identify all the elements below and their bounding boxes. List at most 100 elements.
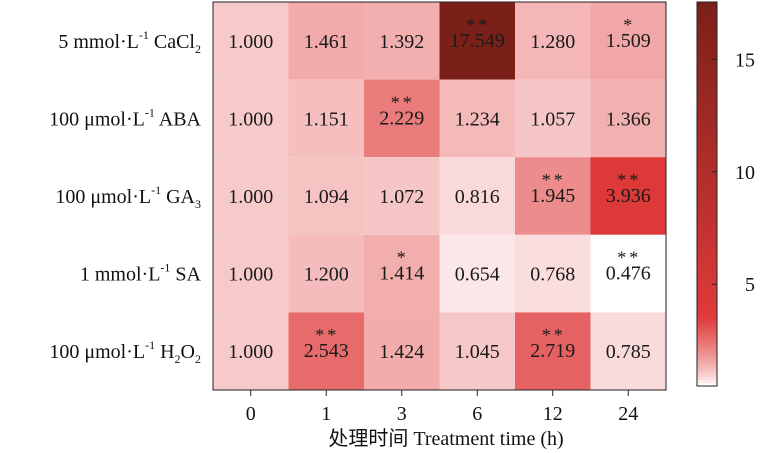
heatmap-cells: 1.000 1.461 1.392 17.549**1.280 1.509*1.000 1… [212,1,667,391]
colorbar-segment [697,91,717,96]
colorbar-segment [697,222,717,227]
plot-frame [212,1,667,391]
colorbar-segment [697,165,717,169]
colorbar-segment [697,226,717,230]
colorbar-segment [697,98,717,102]
colorbar-segment [697,114,717,118]
colorbar-segment [697,174,717,179]
cell-value-label: 1.000 [228,186,273,208]
heatmap-cell [364,234,440,313]
colorbar-segment [697,341,717,345]
colorbar-segment [697,254,717,259]
colorbar-segment [697,94,717,99]
colorbar-segment [697,357,717,361]
colorbar-segment [697,130,717,134]
colorbar-segment [697,120,717,125]
colorbar-segment [697,152,717,157]
cell-value-label: 1.392 [379,31,424,53]
colorbar-segment [697,168,717,173]
heatmap-cell [364,2,440,80]
colorbar-segment [697,8,717,13]
heatmap-cell [590,79,666,158]
colorbar-segment [697,117,717,121]
colorbar-segment [697,306,717,310]
colorbar-segment [697,136,717,141]
colorbar-segment [697,270,717,275]
cell-value-label: 0.654 [455,264,500,286]
cell-value-label: 1.057 [530,108,575,130]
cell-value-label: 0.476 [606,263,651,285]
cell-value-label: 1.234 [455,108,500,130]
significance-marker: ** [617,170,641,190]
cell-value-label: 0.785 [606,341,651,363]
cell-value-label: 1.509 [606,30,651,52]
cell-value-label: 1.000 [228,341,273,363]
colorbar-segment [697,248,717,253]
colorbar-segment [697,229,717,233]
colorbar-segment [697,286,717,291]
colorbar-segment [697,59,717,64]
colorbar-segment [697,328,717,333]
colorbar-segment [697,251,717,256]
significance-marker: * [623,15,635,35]
heatmap-cell [439,79,515,158]
colorbar-segment [697,267,717,272]
colorbar-segment [697,142,717,147]
colorbar-segment [697,21,717,25]
colorbar-segment [697,194,717,198]
colorbar-segment [697,350,717,355]
colorbar-segment [697,178,717,182]
heatmap-cell [515,2,591,80]
colorbar-segment [697,347,717,352]
heatmap-cell [515,234,591,313]
colorbar-segment [697,187,717,192]
cell-value-label: 1.151 [304,108,349,130]
colorbar-segment [697,370,717,374]
significance-marker: ** [391,92,415,112]
cell-value-label: 1.414 [379,263,424,285]
colorbar-segment [697,206,717,211]
x-axis-ticks: 0 1 3 6 12 24 [246,390,638,425]
colorbar-segment [697,382,717,387]
colorbar-segment [697,5,717,9]
colorbar-segment [697,162,717,166]
heatmap-cell [364,157,440,235]
colorbar-segment [697,238,717,243]
x-tick-label: 24 [618,403,638,425]
colorbar-segment [697,366,717,371]
colorbar-segment [697,309,717,313]
colorbar-segment [697,280,717,285]
cell-value-label: 1.072 [379,186,424,208]
colorbar-segment [697,101,717,105]
colorbar-segment [697,261,717,265]
cell-value-label: 1.000 [228,264,273,286]
heatmap-cell [213,234,289,313]
heatmap-cell [213,312,289,390]
colorbar-segment [697,126,717,131]
cell-value-label: 17.549 [450,30,505,52]
x-tick-label: 3 [397,403,407,425]
colorbar-segment [697,235,717,240]
heatmap-cell [288,234,364,313]
colorbar-tick-label: 5 [745,274,755,296]
colorbar-segment [697,373,717,377]
colorbar-segment [697,18,717,22]
colorbar-segment [697,360,717,365]
colorbar-segment [697,299,717,304]
colorbar-segment [697,363,717,368]
colorbar-segment [697,30,717,35]
colorbar-segment [697,37,717,41]
colorbar-segment [697,331,717,336]
heatmap-cell [213,79,289,158]
heatmap-cell [515,157,591,235]
colorbar-segment [697,171,717,176]
colorbar-segment [697,62,717,67]
colorbar-segment [697,133,717,137]
colorbar-segment [697,34,717,38]
colorbar-segment [697,11,717,16]
heatmap-cell [590,312,666,390]
cell-value-label: 2.229 [379,107,424,129]
colorbar-segment [697,104,717,109]
significance-marker: * [397,248,409,268]
